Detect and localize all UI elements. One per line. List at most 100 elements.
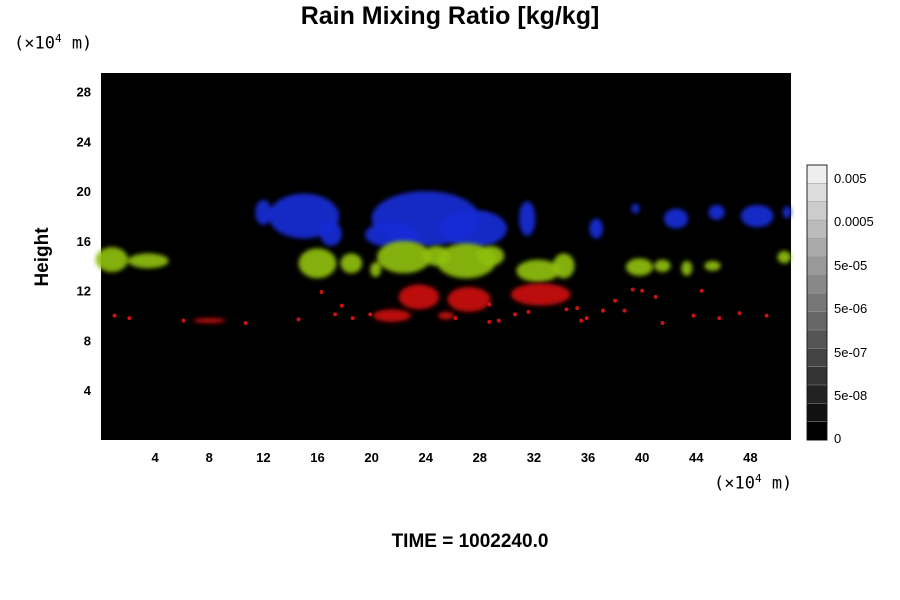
- colorbar: 0.005 0.0005 5e-05 5e-06 5e-07 5e-08 0: [806, 164, 874, 446]
- y-tick-label: 8: [84, 333, 91, 348]
- rain-point: [699, 288, 704, 293]
- colorbar-segment: [806, 384, 828, 404]
- x-tick-label: 20: [364, 450, 378, 465]
- x-tick-label: 16: [310, 450, 324, 465]
- colorbar-segment: [806, 421, 828, 441]
- rain-point: [487, 319, 492, 324]
- rain-point: [660, 321, 665, 326]
- rain-point: [496, 318, 501, 323]
- x-tick-label: 24: [418, 450, 433, 465]
- region-blob: [519, 201, 536, 236]
- region-blob: [704, 260, 721, 271]
- region-blob: [516, 259, 560, 283]
- rain-point: [112, 313, 117, 318]
- rain-point: [513, 312, 517, 317]
- rain-point: [181, 318, 186, 323]
- colorbar-tick-label: 5e-08: [834, 388, 867, 403]
- rain-point: [296, 317, 301, 322]
- data-regions: [95, 191, 791, 324]
- colorbar-tick-label: 0.005: [834, 171, 867, 186]
- y-unit-prefix: (×10: [14, 33, 55, 54]
- rain-point: [350, 316, 355, 321]
- rain-point: [339, 303, 344, 308]
- y-tick-label: 4: [84, 383, 92, 398]
- colorbar-segment: [806, 183, 828, 203]
- colorbar-frame: [806, 164, 828, 441]
- rain-point: [127, 316, 132, 321]
- rain-point: [764, 313, 769, 318]
- x-tick-label: 40: [635, 450, 649, 465]
- rain-point: [737, 311, 742, 316]
- region-lower: [193, 283, 571, 324]
- region-blob: [340, 253, 363, 274]
- colorbar-tick-label: 0.0005: [834, 214, 874, 229]
- rain-point: [564, 307, 569, 312]
- region-blob: [552, 253, 575, 279]
- time-label: TIME = 1002240.0: [391, 531, 549, 552]
- rain-point: [640, 288, 645, 293]
- x-tick-label: 28: [473, 450, 487, 465]
- colorbar-segment: [806, 164, 828, 184]
- colorbar-segment: [806, 256, 828, 276]
- y-tick-label: 16: [77, 234, 91, 249]
- y-tick-label: 28: [77, 85, 91, 100]
- rain-point: [630, 287, 635, 292]
- y-tick-label: 24: [77, 134, 92, 149]
- colorbar-segment: [806, 348, 828, 368]
- region-blob: [740, 204, 774, 228]
- x-axis-unit: (×104 m): [714, 472, 792, 494]
- y-unit-exponent: 4: [54, 32, 62, 45]
- rain-point: [622, 308, 627, 313]
- region-blob: [370, 262, 382, 278]
- rain-point: [600, 308, 605, 313]
- x-tick-label: 32: [527, 450, 541, 465]
- region-blob: [364, 222, 419, 248]
- y-unit-suffix: m): [61, 33, 93, 54]
- rain-point: [613, 298, 618, 303]
- rain-point: [333, 312, 338, 317]
- y-tick-label: 12: [77, 284, 91, 299]
- rain-point: [575, 306, 580, 311]
- rain-point: [584, 316, 589, 321]
- colorbar-segment: [806, 238, 828, 258]
- region-blob: [708, 204, 725, 220]
- x-tick-label: 44: [689, 450, 704, 465]
- x-tick-label: 8: [206, 450, 213, 465]
- region-blob: [128, 253, 169, 269]
- chart-title: Rain Mixing Ratio [kg/kg]: [300, 2, 600, 30]
- rain-point: [653, 294, 658, 299]
- x-tick-label: 12: [256, 450, 270, 465]
- colorbar-segment: [806, 366, 828, 386]
- region-blob: [447, 286, 491, 312]
- rain-point: [579, 318, 584, 323]
- region-blob: [589, 218, 603, 239]
- x-tick-label: 36: [581, 450, 595, 465]
- region-blob: [377, 240, 432, 274]
- region-blob: [372, 309, 411, 322]
- colorbar-tick-label: 5e-06: [834, 301, 867, 316]
- colorbar-segment: [806, 201, 828, 221]
- region-blob: [477, 245, 505, 266]
- region-blob: [320, 221, 342, 246]
- region-middle: [95, 240, 791, 283]
- region-blob: [439, 209, 507, 248]
- rain-point: [691, 313, 696, 318]
- colorbar-segment: [806, 329, 828, 349]
- region-blob: [631, 203, 640, 214]
- x-tick-label: 4: [152, 450, 160, 465]
- region-blob: [298, 248, 337, 279]
- region-blob: [782, 206, 791, 219]
- region-blob: [681, 260, 693, 276]
- rain-point: [319, 289, 324, 294]
- region-blob: [654, 259, 671, 273]
- x-tick-label: 48: [743, 450, 757, 465]
- region-blob: [663, 208, 689, 229]
- region-blob: [193, 318, 226, 324]
- region-blob: [255, 199, 272, 225]
- colorbar-tick-label: 5e-05: [834, 258, 867, 273]
- region-blob: [625, 258, 653, 276]
- colorbar-tick-label: 0: [834, 431, 841, 446]
- colorbar-segment: [806, 293, 828, 313]
